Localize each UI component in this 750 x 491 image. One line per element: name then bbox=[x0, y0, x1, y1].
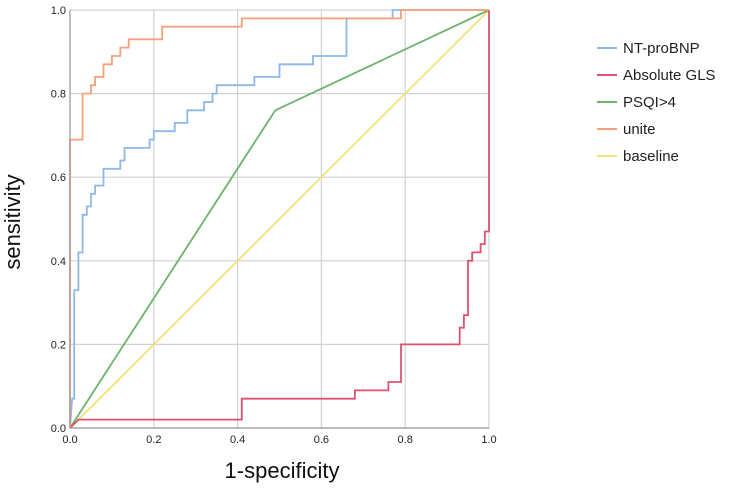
x-tick-label: 0.8 bbox=[398, 434, 413, 446]
y-tick-label: 0.0 bbox=[51, 423, 66, 435]
series-line-absolute-gls bbox=[69, 10, 490, 429]
x-tick-label: 0.6 bbox=[314, 434, 329, 446]
legend-label: PSQI>4 bbox=[623, 94, 676, 111]
legend-label: unite bbox=[623, 121, 656, 138]
legend-label: baseline bbox=[623, 148, 679, 165]
y-tick-label: 1.0 bbox=[51, 5, 66, 17]
y-tick-label: 0.6 bbox=[51, 172, 66, 184]
series-layer bbox=[69, 9, 490, 429]
y-tick-label: 0.4 bbox=[51, 256, 66, 268]
axes bbox=[69, 10, 489, 429]
series-line-unite bbox=[69, 9, 489, 428]
legend-label: Absolute GLS bbox=[623, 67, 716, 84]
series-line-baseline bbox=[69, 9, 490, 429]
series-line-psqi-4 bbox=[69, 9, 490, 429]
x-tick-label: 0.4 bbox=[230, 434, 245, 446]
x-tick-label: 0.0 bbox=[62, 434, 77, 446]
y-tick-label: 0.8 bbox=[51, 89, 66, 101]
y-axis-title: sensitivity bbox=[0, 174, 25, 269]
legend: NT-proBNP Absolute GLS PSQI>4 unite baseline bbox=[597, 40, 716, 165]
legend-label: NT-proBNP bbox=[623, 40, 700, 57]
y-tick-label: 0.2 bbox=[51, 339, 66, 351]
y-tick-labels: 0.0 0.2 0.4 0.6 0.8 1.0 bbox=[51, 5, 66, 435]
x-axis-title: 1-specificity bbox=[225, 458, 340, 483]
x-tick-label: 0.2 bbox=[146, 434, 161, 446]
x-tick-label: 1.0 bbox=[481, 434, 496, 446]
x-tick-labels: 0.0 0.2 0.4 0.6 0.8 1.0 bbox=[62, 434, 496, 446]
series-line-nt-probnp bbox=[69, 9, 489, 429]
